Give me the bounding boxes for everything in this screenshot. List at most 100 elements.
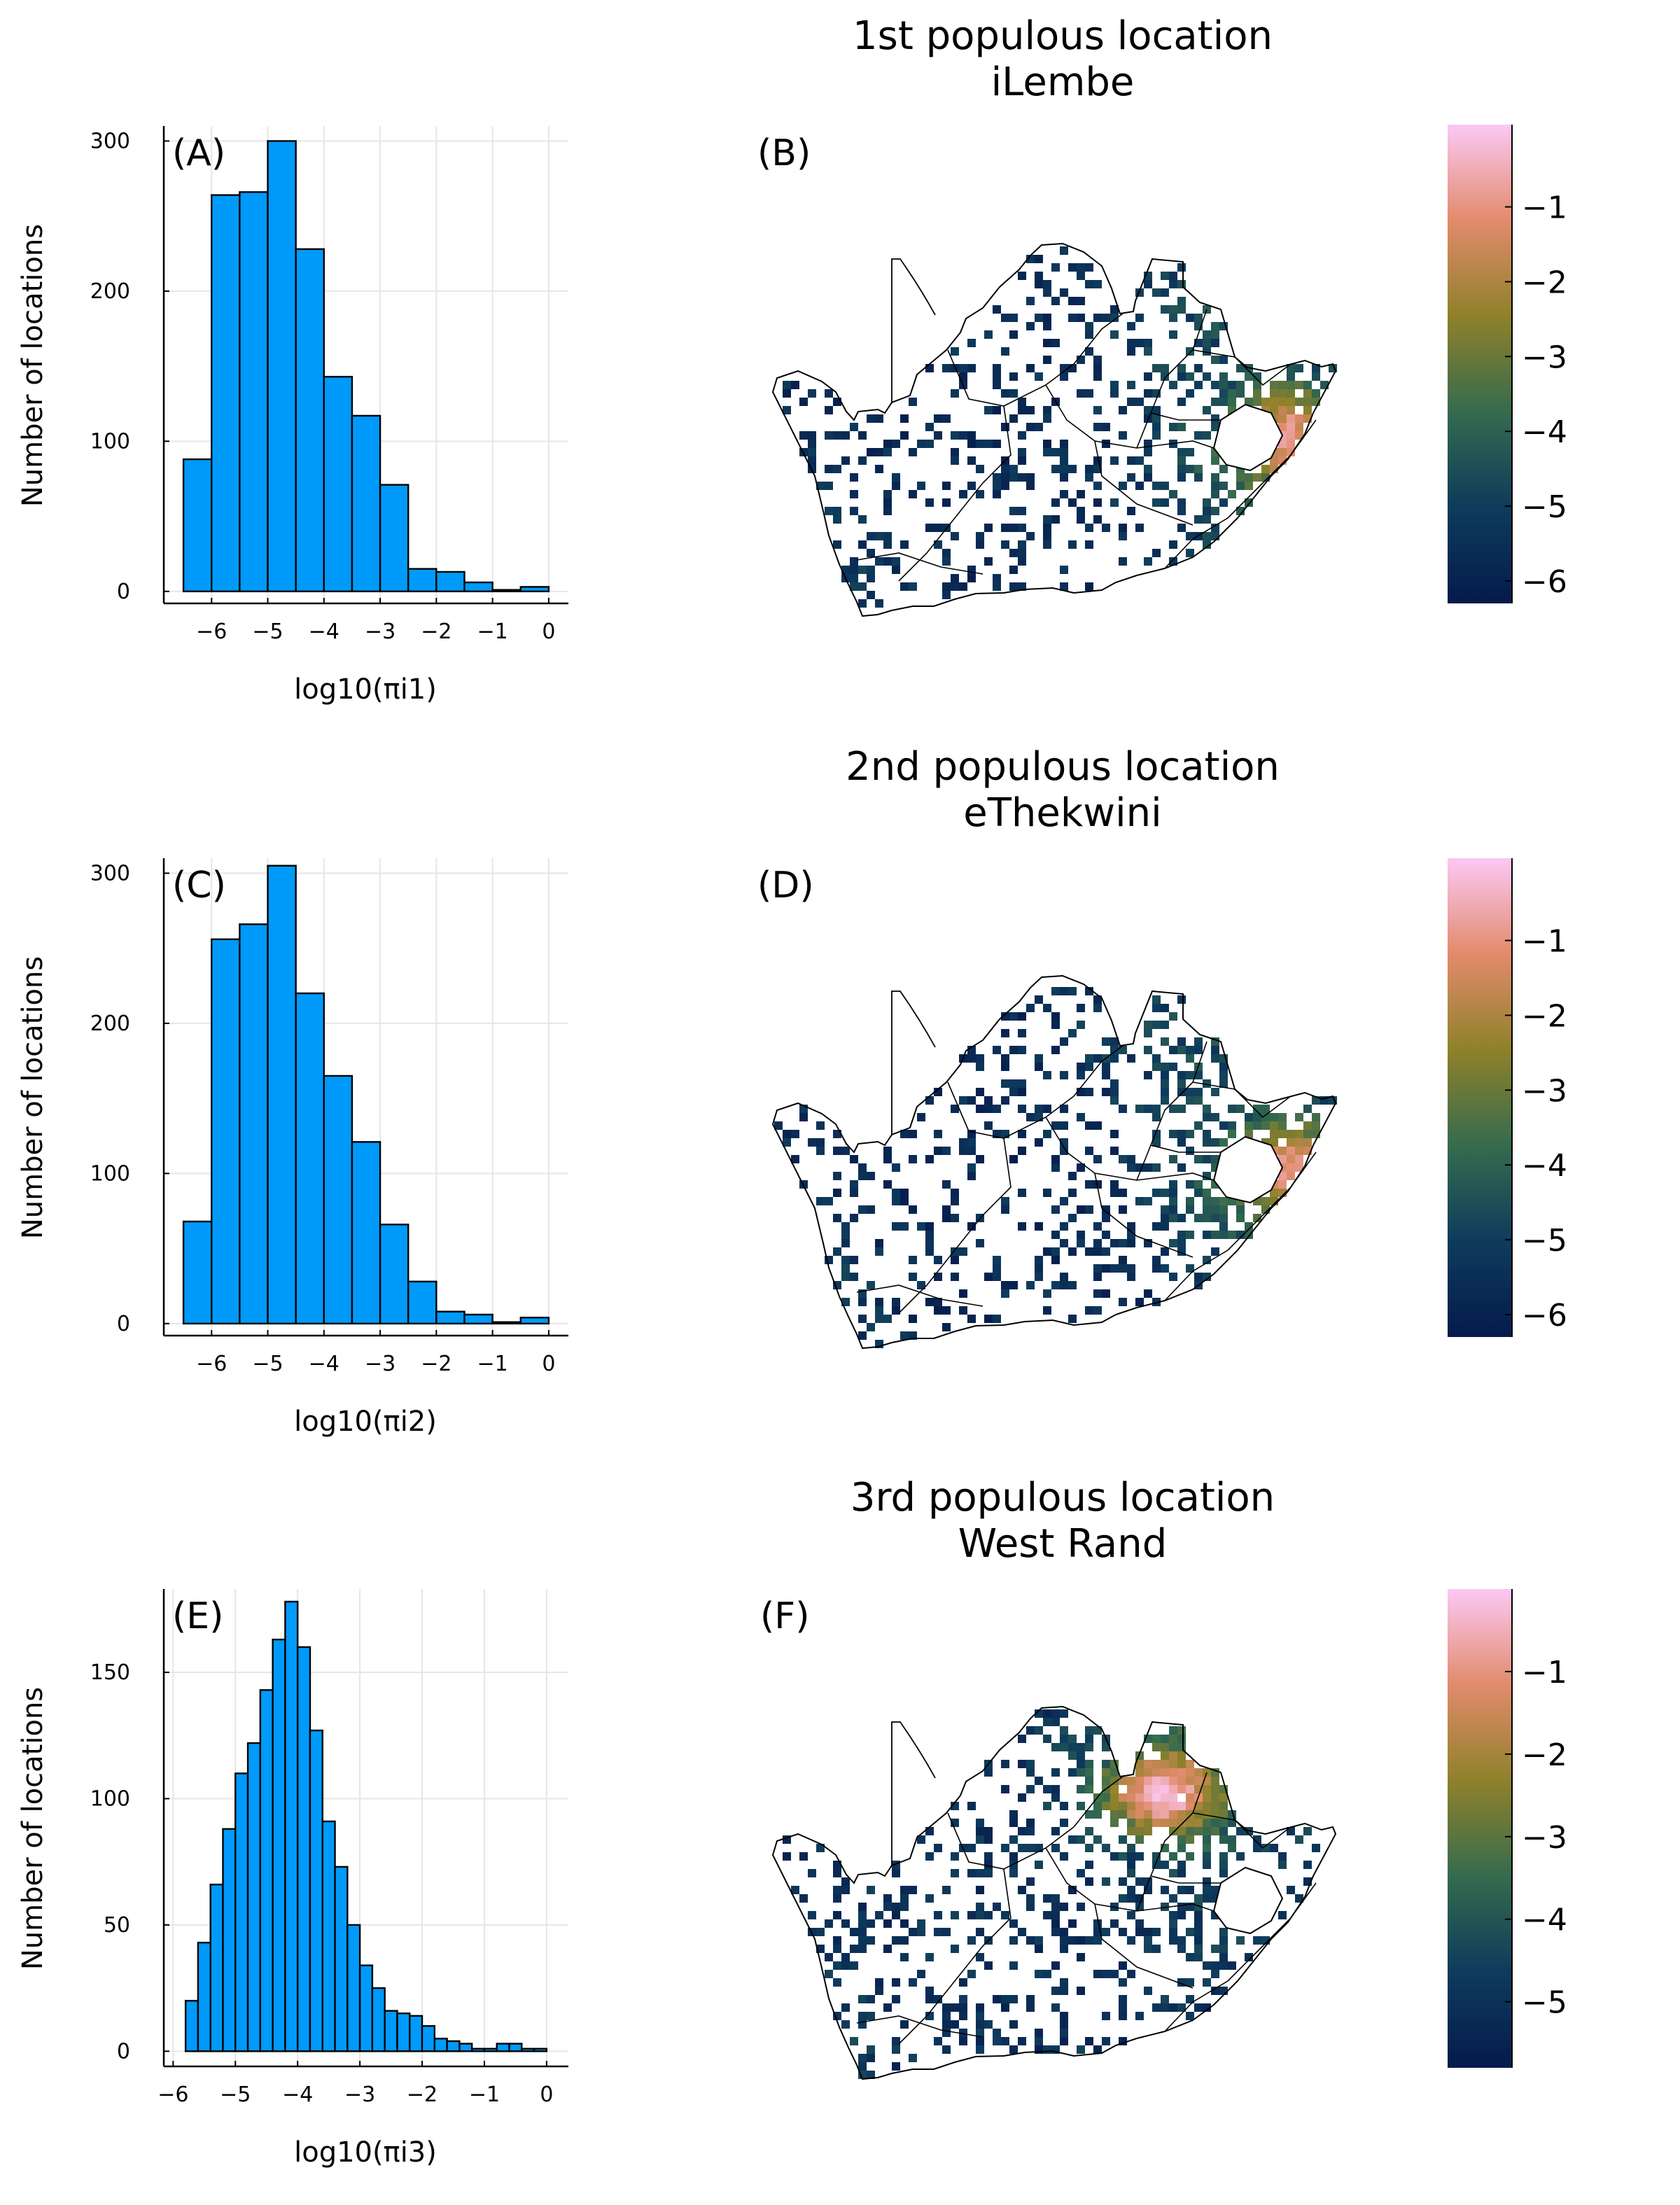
map-cell: [984, 1121, 993, 1130]
map-cell: [1001, 389, 1009, 398]
map-cell: [1261, 1197, 1270, 1205]
map-cell: [1169, 1205, 1177, 1214]
panel-label-c: (C): [172, 864, 226, 906]
map-cell: [1236, 364, 1245, 372]
map-cell: [1043, 524, 1051, 532]
map-cell: [1219, 1953, 1228, 1961]
map-cell: [951, 1189, 959, 1197]
map-cell: [1001, 540, 1009, 549]
map-cell: [1169, 1214, 1177, 1222]
map-cell: [1203, 1810, 1211, 1819]
map-cell: [1312, 372, 1320, 381]
map-cell: [867, 2054, 875, 2062]
map-cell: [1161, 1995, 1169, 2003]
map-cell: [1211, 381, 1219, 389]
map-cell: [951, 431, 959, 440]
map-cell: [1093, 1970, 1102, 1978]
map-cell: [1093, 423, 1102, 431]
map-cell: [1169, 1819, 1177, 1827]
map-cell: [1186, 314, 1194, 322]
panel-label-e: (E): [172, 1595, 223, 1637]
map-cell: [1152, 1256, 1161, 1264]
map-cell: [951, 347, 959, 356]
map-cell: [909, 1130, 917, 1138]
map-cell: [1085, 1760, 1093, 1768]
map-cell: [808, 440, 816, 448]
map-cell: [1093, 1273, 1102, 1281]
map-cell: [1295, 414, 1303, 423]
lesotho-outline: [1212, 1866, 1284, 1935]
map-cell: [1144, 1819, 1152, 1827]
map-cell: [1228, 1130, 1236, 1138]
map-cell: [1135, 456, 1144, 465]
map-cell: [1211, 1231, 1219, 1239]
map-cell: [1001, 482, 1009, 490]
map-cell: [1261, 465, 1270, 473]
map-cell: [976, 1819, 984, 1827]
map-cell: [1194, 1037, 1203, 1046]
map-cell: [984, 1869, 993, 1877]
map-cell: [1068, 1835, 1077, 1844]
hist-e-bar: [396, 2012, 411, 2052]
map-cell: [1152, 498, 1161, 507]
map-cell: [1001, 1911, 1009, 1919]
map-cell: [875, 414, 883, 423]
map-cell: [1102, 423, 1110, 431]
map-cell: [1194, 381, 1203, 389]
map-cell: [1026, 482, 1035, 490]
map-cell: [917, 1928, 925, 1936]
map-cell: [1077, 1869, 1085, 1877]
map-cell: [1186, 1852, 1194, 1861]
map-cell: [1110, 1810, 1119, 1819]
map-cell: [1093, 314, 1102, 322]
map-cell: [1135, 1105, 1144, 1113]
map-cell: [1077, 515, 1085, 524]
map-cell: [976, 1054, 984, 1063]
map-cell: [1009, 1936, 1018, 1945]
map-cell: [984, 1835, 993, 1844]
map-cell: [1144, 1163, 1152, 1172]
map-cell: [1085, 987, 1093, 995]
map-cell: [1077, 1936, 1085, 1945]
map-cell: [883, 1945, 892, 1953]
map-cell: [1287, 414, 1295, 423]
map-cell: [976, 540, 984, 549]
hist-a-xtick-label: −6: [196, 620, 227, 644]
map-cell: [1287, 1886, 1295, 1894]
map-cell: [1211, 1113, 1219, 1121]
map-cell: [1110, 1768, 1119, 1777]
map-cell: [1026, 423, 1035, 431]
map-cell: [1077, 297, 1085, 305]
map-f-subtitle: West Rand: [958, 1521, 1168, 1567]
map-cell: [1060, 1037, 1068, 1046]
map-cell: [892, 1936, 900, 1945]
colorbar-f-tick-label: −4: [1522, 1903, 1567, 1938]
map-cell: [917, 1835, 925, 1844]
map-cell: [959, 1978, 967, 1987]
map-cell: [959, 2037, 967, 2045]
map-cell: [942, 557, 951, 566]
map-cell: [1035, 1054, 1043, 1063]
lesotho-outline: [1212, 1135, 1284, 1204]
map-cell: [1035, 2029, 1043, 2037]
map-cell: [1186, 1046, 1194, 1054]
map-cell: [976, 2003, 984, 2012]
map-cell: [1177, 1214, 1186, 1222]
map-cell: [1169, 314, 1177, 322]
map-cell: [1203, 330, 1211, 339]
map-cell: [1287, 440, 1295, 448]
map-cell: [1026, 1281, 1035, 1289]
map-cell: [1110, 381, 1119, 389]
map-cell: [909, 582, 917, 591]
map-cell: [1253, 1105, 1261, 1113]
map-cell: [909, 1155, 917, 1163]
map-cell: [1077, 1760, 1085, 1768]
map-cell: [1161, 1189, 1169, 1197]
map-cell: [967, 1315, 976, 1323]
map-cell: [1119, 1928, 1127, 1936]
map-cell: [883, 1903, 892, 1911]
district-boundary: [898, 405, 1011, 582]
map-cell: [1060, 566, 1068, 574]
